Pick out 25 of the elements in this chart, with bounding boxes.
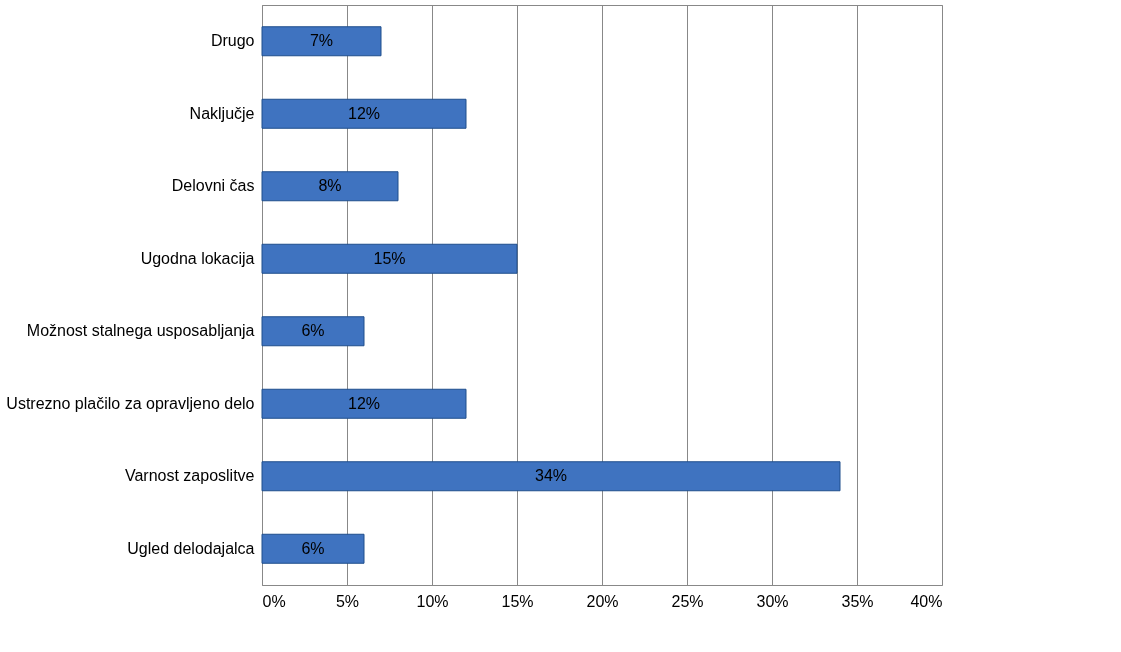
y-tick-label: Drugo: [210, 32, 255, 50]
data-label: 8%: [318, 177, 342, 195]
x-tick-label: 0%: [262, 592, 286, 610]
data-label: 6%: [301, 539, 325, 557]
y-tick-label: Možnost stalnega usposabljanja: [26, 322, 255, 340]
y-tick-label: Naključje: [189, 104, 255, 122]
x-tick-label: 40%: [910, 592, 943, 610]
x-tick-label: 15%: [501, 592, 534, 610]
data-label: 12%: [347, 394, 381, 412]
x-tick-label: 35%: [841, 592, 874, 610]
x-tick-label: 10%: [416, 592, 449, 610]
data-label: 34%: [534, 467, 568, 485]
x-tick-label: 25%: [671, 592, 704, 610]
y-tick-label: Ugled delodajalca: [127, 539, 255, 557]
x-tick-label: 5%: [335, 592, 360, 610]
data-label: 6%: [301, 322, 325, 340]
y-tick-label: Ustrezno plačilo za opravljeno delo: [6, 394, 255, 412]
x-tick-label: 30%: [756, 592, 789, 610]
y-tick-label: Ugodna lokacija: [140, 249, 255, 267]
y-tick-label: Varnost zaposlitve: [124, 467, 255, 485]
y-tick-label: Delovni čas: [171, 177, 255, 195]
data-label: 12%: [347, 104, 381, 122]
data-label: 15%: [373, 249, 406, 267]
data-label: 7%: [309, 32, 334, 50]
x-tick-label: 20%: [586, 592, 619, 610]
